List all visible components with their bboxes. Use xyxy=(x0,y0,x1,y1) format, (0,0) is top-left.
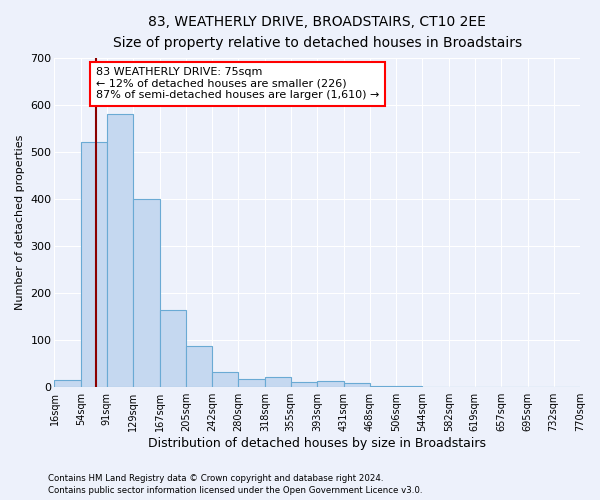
Bar xyxy=(160,310,186,387)
Bar xyxy=(238,378,265,387)
Text: 83 WEATHERLY DRIVE: 75sqm
← 12% of detached houses are smaller (226)
87% of semi: 83 WEATHERLY DRIVE: 75sqm ← 12% of detac… xyxy=(95,67,379,100)
Bar xyxy=(317,381,344,387)
Bar xyxy=(212,372,238,387)
Bar xyxy=(291,382,317,387)
Bar xyxy=(81,142,107,387)
Bar xyxy=(396,386,422,387)
Bar xyxy=(265,377,291,387)
X-axis label: Distribution of detached houses by size in Broadstairs: Distribution of detached houses by size … xyxy=(148,437,486,450)
Y-axis label: Number of detached properties: Number of detached properties xyxy=(15,135,25,310)
Bar xyxy=(186,346,212,387)
Bar xyxy=(107,114,133,387)
Title: 83, WEATHERLY DRIVE, BROADSTAIRS, CT10 2EE
Size of property relative to detached: 83, WEATHERLY DRIVE, BROADSTAIRS, CT10 2… xyxy=(113,15,522,50)
Bar xyxy=(370,386,396,387)
Bar xyxy=(55,380,81,387)
Text: Contains HM Land Registry data © Crown copyright and database right 2024.
Contai: Contains HM Land Registry data © Crown c… xyxy=(48,474,422,495)
Bar xyxy=(344,384,370,387)
Bar xyxy=(133,199,160,387)
